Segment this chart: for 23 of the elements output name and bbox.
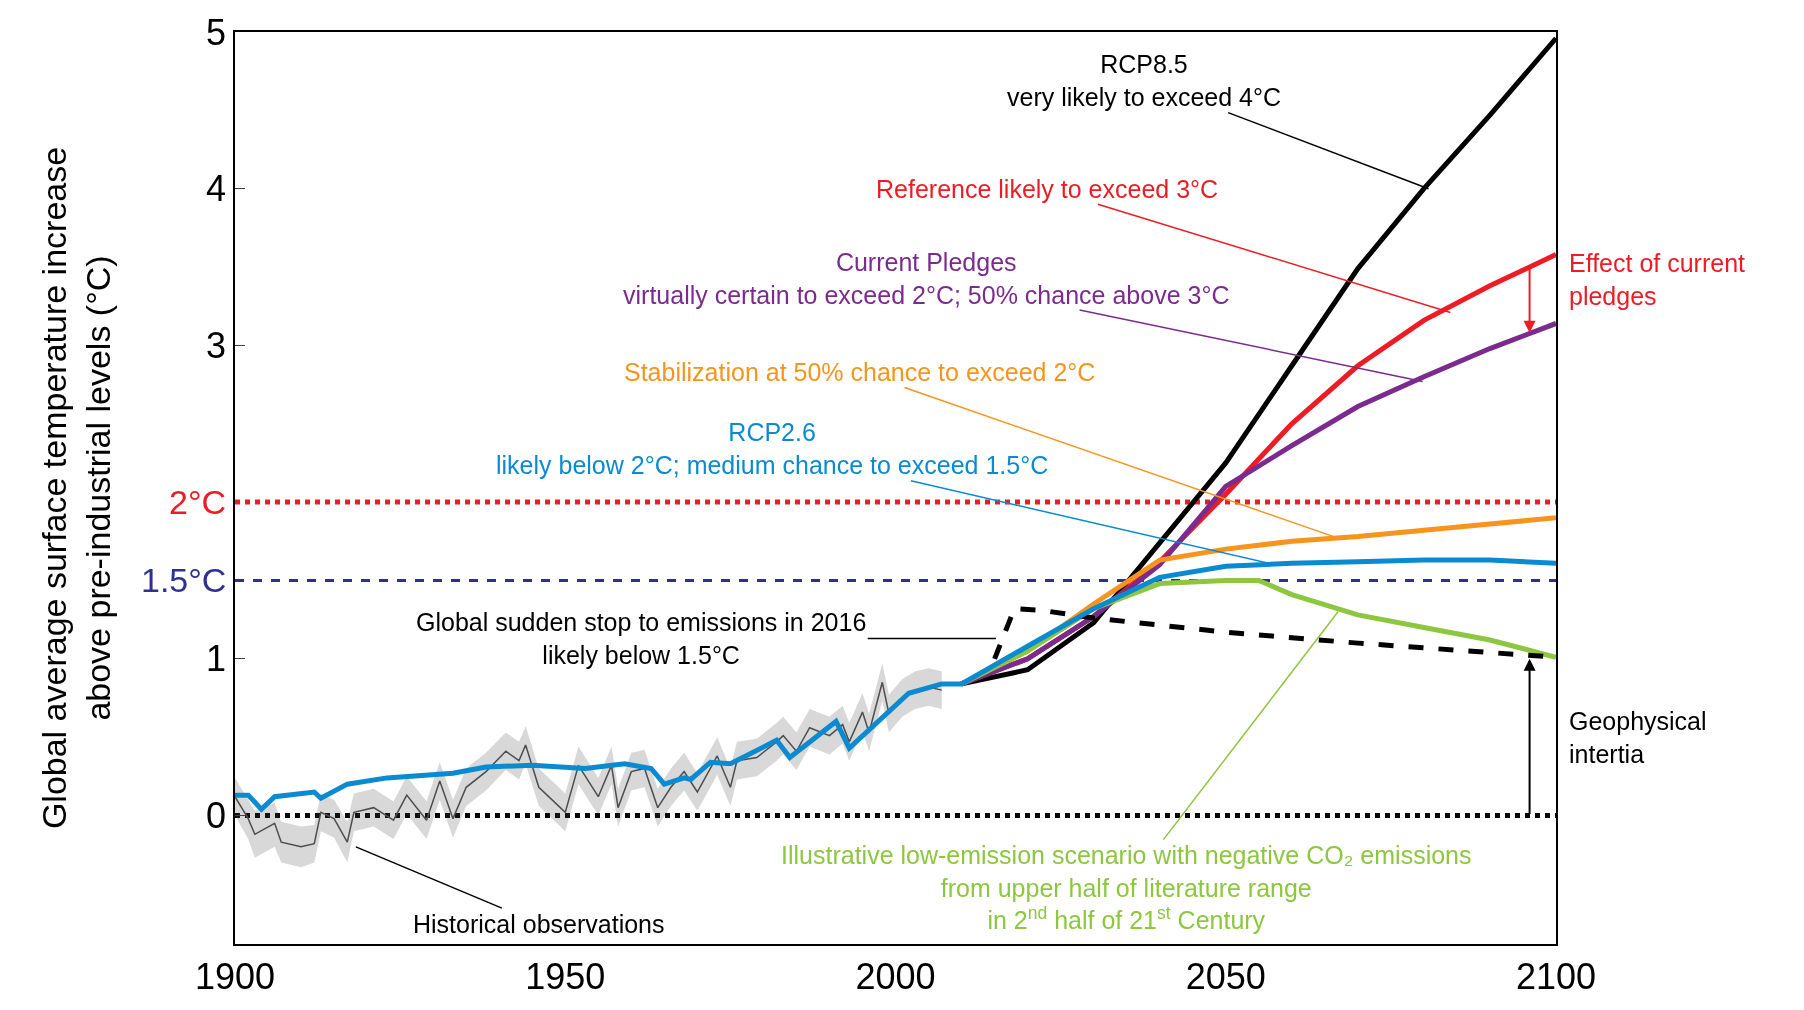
annotation: RCP8.5 very likely to exceed 4°C xyxy=(1007,50,1281,111)
ref-line-label: 1.5°C xyxy=(141,561,227,599)
y-tick-label: 5 xyxy=(206,11,227,53)
y-tick-label: 3 xyxy=(206,325,227,366)
annotation: Current Pledges virtually certain to exceed 2°C; 50% chance above 3°C xyxy=(623,248,1230,309)
ref-line-label: 2°C xyxy=(169,483,227,521)
annotation: Geophysical intertia xyxy=(1569,707,1707,768)
y-axis-title: Global average surface temperature increase above pre-industrial levels (°C) xyxy=(34,146,118,830)
annotation: Stabilization at 50% chance to exceed 2°C xyxy=(624,358,1096,386)
x-tick-label: 2000 xyxy=(855,955,936,997)
x-tick-label: 1900 xyxy=(194,955,276,997)
x-tick-label: 2100 xyxy=(1515,955,1597,997)
y-tick-label: 1 xyxy=(206,638,227,680)
annotation: RCP2.6 likely below 2°C; medium chance to exceed 1.5°C xyxy=(496,418,1049,479)
y-tick-label: 4 xyxy=(206,168,227,210)
annotation: Illustrative low-emission scenario with negative CO₂ emissions from upper half of literature range in 2$^{nd}$ half of 21$^{st}$ Century xyxy=(781,841,1472,934)
annotation: Historical observations xyxy=(413,910,665,938)
annotation: Effect of current pledges xyxy=(1569,249,1746,310)
annotation: Global sudden stop to emissions in 2016 likely below 1.5°C xyxy=(416,608,867,669)
x-tick-label: 1950 xyxy=(525,955,606,997)
x-tick-label: 2050 xyxy=(1185,955,1266,997)
annotation: Reference likely to exceed 3°C xyxy=(876,175,1219,203)
y-tick-label: 0 xyxy=(206,795,227,837)
